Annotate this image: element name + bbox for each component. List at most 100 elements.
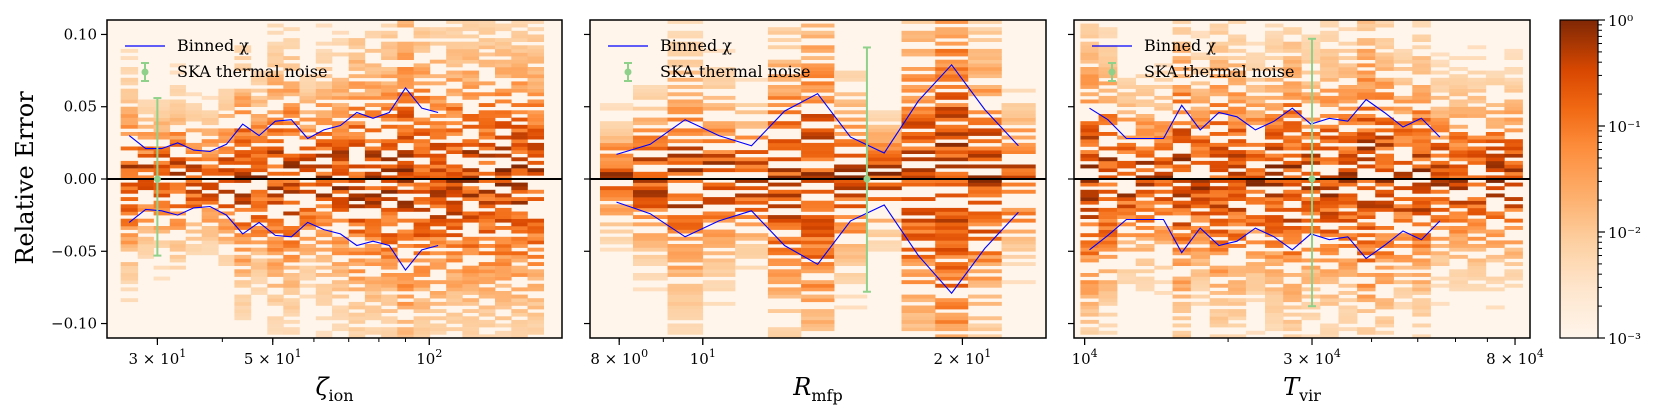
heatmap-cell xyxy=(527,287,544,292)
heatmap-cell xyxy=(299,244,316,248)
heatmap-cell xyxy=(413,139,431,144)
heatmap-cell xyxy=(1301,132,1321,136)
heatmap-cell xyxy=(1245,287,1266,292)
heatmap-cell xyxy=(250,70,268,75)
heatmap-cell xyxy=(478,319,496,324)
heatmap-cell xyxy=(120,276,139,281)
heatmap-cell xyxy=(267,200,284,205)
heatmap-cell xyxy=(218,103,235,107)
heatmap-cell xyxy=(1320,30,1339,35)
heatmap-cell xyxy=(1412,280,1431,285)
heatmap-cell xyxy=(866,240,902,245)
heatmap-cell xyxy=(1357,157,1376,162)
legend-noise-label: SKA thermal noise xyxy=(660,62,810,81)
heatmap-cell xyxy=(767,247,802,252)
heatmap-cell xyxy=(1209,189,1229,194)
heatmap-cell xyxy=(234,294,252,299)
heatmap-cell xyxy=(1320,182,1339,187)
heatmap-cell xyxy=(1172,247,1191,252)
heatmap-cell xyxy=(169,244,186,248)
heatmap-cell xyxy=(633,179,668,183)
heatmap-cell xyxy=(801,70,835,75)
heatmap-cell xyxy=(446,200,463,205)
heatmap-cell xyxy=(1245,283,1266,288)
heatmap-cell xyxy=(1320,334,1339,338)
heatmap-cell xyxy=(332,179,349,183)
heatmap-cell xyxy=(527,38,544,42)
heatmap-cell xyxy=(137,106,154,111)
heatmap-cell xyxy=(1467,229,1487,234)
heatmap-cell xyxy=(1485,164,1505,169)
heatmap-cell xyxy=(801,189,835,194)
heatmap-cell xyxy=(332,92,349,97)
heatmap-cell xyxy=(702,157,736,162)
heatmap-cell xyxy=(834,117,868,122)
heatmap-cell xyxy=(250,103,268,107)
heatmap-cell xyxy=(1467,197,1487,201)
heatmap-cell xyxy=(1375,135,1394,140)
heatmap-cell xyxy=(1135,88,1155,93)
heatmap-cell xyxy=(283,273,300,277)
heatmap-cell xyxy=(1265,258,1284,263)
heatmap-cell xyxy=(1098,63,1118,68)
heatmap-cell xyxy=(767,226,802,230)
heatmap-cell xyxy=(332,312,349,317)
heatmap-cell xyxy=(364,283,382,288)
heatmap-cell xyxy=(1412,56,1431,60)
heatmap-cell xyxy=(1209,240,1229,245)
heatmap-cell xyxy=(1098,301,1118,306)
heatmap-cell xyxy=(767,218,802,223)
heatmap-cell xyxy=(633,189,668,194)
heatmap-cell xyxy=(1357,222,1376,227)
heatmap-cell xyxy=(495,294,512,299)
heatmap-cell xyxy=(348,142,366,147)
heatmap-cell xyxy=(527,99,544,104)
heatmap-cell xyxy=(834,294,868,299)
heatmap-cell xyxy=(1135,146,1155,151)
heatmap-cell xyxy=(1080,294,1099,299)
heatmap-cell xyxy=(1504,171,1523,176)
heatmap-cell xyxy=(901,294,936,299)
heatmap-cell xyxy=(1320,67,1339,71)
heatmap-cell xyxy=(332,38,349,42)
heatmap-cell xyxy=(1265,244,1284,248)
heatmap-cell xyxy=(1245,222,1266,227)
heatmap-cell xyxy=(1245,114,1266,118)
heatmap-cell xyxy=(527,273,544,277)
heatmap-cell xyxy=(1467,135,1487,140)
heatmap-cell xyxy=(462,298,480,303)
heatmap-cell xyxy=(1320,207,1339,212)
heatmap-cell xyxy=(462,179,480,183)
heatmap-cell xyxy=(801,23,835,28)
heatmap-cell xyxy=(185,251,202,256)
heatmap-cell xyxy=(137,236,154,241)
heatmap-cell xyxy=(332,236,349,241)
heatmap-cell xyxy=(1393,52,1413,57)
heatmap-cell xyxy=(153,265,171,270)
heatmap-cell xyxy=(267,81,284,86)
heatmap-cell xyxy=(413,48,431,53)
heatmap-cell xyxy=(397,301,414,306)
heatmap-cell xyxy=(446,27,463,32)
heatmap-cell xyxy=(283,319,300,324)
heatmap-cell xyxy=(283,114,300,118)
heatmap-cell xyxy=(1228,207,1247,212)
heatmap-cell xyxy=(1301,41,1321,46)
heatmap-cell xyxy=(1485,124,1505,129)
heatmap-cell xyxy=(446,150,463,154)
heatmap-cell xyxy=(267,59,284,64)
heatmap-cell xyxy=(1190,106,1210,111)
heatmap-cell xyxy=(1117,99,1136,104)
heatmap-cell xyxy=(633,135,668,140)
heatmap-cell xyxy=(801,316,835,321)
heatmap-cell xyxy=(633,88,668,93)
heatmap-cell xyxy=(1283,142,1302,147)
heatmap-cell xyxy=(283,157,300,162)
heatmap-cell xyxy=(801,95,835,100)
heatmap-cell xyxy=(1265,298,1284,303)
heatmap-cell xyxy=(834,132,868,136)
heatmap-cell xyxy=(667,236,704,241)
heatmap-cell xyxy=(169,132,186,136)
